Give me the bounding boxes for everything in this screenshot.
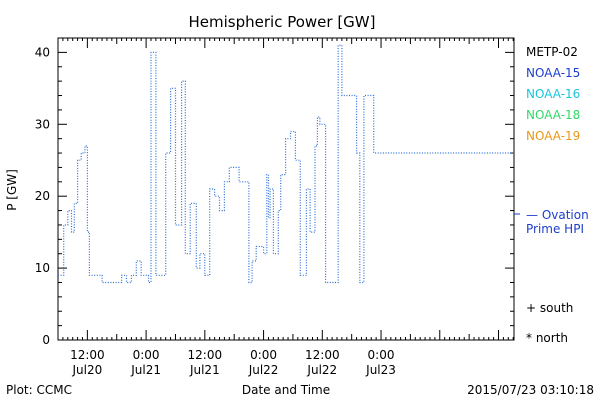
x-tick-label-time: 12:00 xyxy=(70,348,105,362)
legend-item-noaa-15: NOAA-15 xyxy=(526,66,580,80)
x-axis: 12:00Jul200:00Jul2112:00Jul210:00Jul2212… xyxy=(57,38,514,377)
legend-model-line2: Prime HPI xyxy=(526,222,584,236)
x-tick-label-date: Jul20 xyxy=(71,363,102,377)
legend: METP-02 NOAA-15 NOAA-16 NOAA-18 NOAA-19 — Ova… xyxy=(514,45,589,345)
y-tick-label: 0 xyxy=(42,333,50,347)
chart-title: Hemispheric Power [GW] xyxy=(189,13,376,31)
y-tick-label: 40 xyxy=(35,45,50,59)
footer-plot-credit: Plot: CCMC xyxy=(6,383,72,397)
y-axis: 0 10 20 30 40 xyxy=(35,45,514,347)
series-ovation-prime-hpi xyxy=(58,44,514,284)
footer-timestamp: 2015/07/23 03:10:18 xyxy=(467,383,594,397)
x-tick-label-time: 0:00 xyxy=(133,348,160,362)
legend-item-noaa-16: NOAA-16 xyxy=(526,87,580,101)
x-tick-label-date: Jul22 xyxy=(306,363,337,377)
legend-north-marker: * north xyxy=(526,331,568,345)
x-tick-label-date: Jul22 xyxy=(248,363,279,377)
x-tick-label-time: 12:00 xyxy=(305,348,340,362)
legend-item-metp-02: METP-02 xyxy=(526,45,578,59)
y-tick-label: 30 xyxy=(35,117,50,131)
x-tick-label-date: Jul23 xyxy=(365,363,396,377)
y-tick-label: 20 xyxy=(35,189,50,203)
legend-south-marker: + south xyxy=(526,301,573,315)
legend-item-noaa-18: NOAA-18 xyxy=(526,108,580,122)
legend-model-line1: — Ovation xyxy=(526,208,589,222)
y-tick-label: 10 xyxy=(35,261,50,275)
series-layer xyxy=(58,44,514,284)
x-tick-label-time: 0:00 xyxy=(368,348,395,362)
x-tick-label-time: 12:00 xyxy=(188,348,223,362)
legend-item-noaa-19: NOAA-19 xyxy=(526,129,580,143)
x-tick-label-date: Jul21 xyxy=(189,363,220,377)
plot-area xyxy=(57,37,515,341)
x-tick-label-date: Jul21 xyxy=(130,363,161,377)
x-axis-label: Date and Time xyxy=(242,383,330,397)
y-axis-label: P [GW] xyxy=(5,169,19,211)
x-tick-label-time: 0:00 xyxy=(250,348,277,362)
